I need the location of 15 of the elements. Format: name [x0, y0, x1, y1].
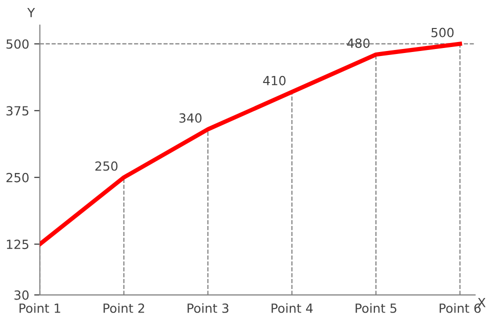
data-label: 250 [95, 161, 118, 171]
data-label: 500 [432, 28, 454, 38]
x-tick-label: Point 4 [272, 303, 313, 313]
y-tick-label: 125 [6, 240, 28, 250]
x-tick-label: Point 3 [188, 303, 228, 313]
data-label: 340 [179, 113, 202, 123]
y-axis-title: Y [27, 8, 35, 18]
x-tick-label: Point 1 [20, 303, 60, 313]
y-tick-label: 375 [6, 106, 28, 116]
x-tick-label: Point 2 [104, 303, 144, 313]
y-tick-label: 30 [14, 290, 29, 300]
y-tick-label: 500 [6, 39, 29, 49]
data-label: 410 [263, 76, 286, 86]
y-tick-label: 250 [6, 172, 29, 182]
x-tick-label: Point 5 [356, 303, 396, 313]
